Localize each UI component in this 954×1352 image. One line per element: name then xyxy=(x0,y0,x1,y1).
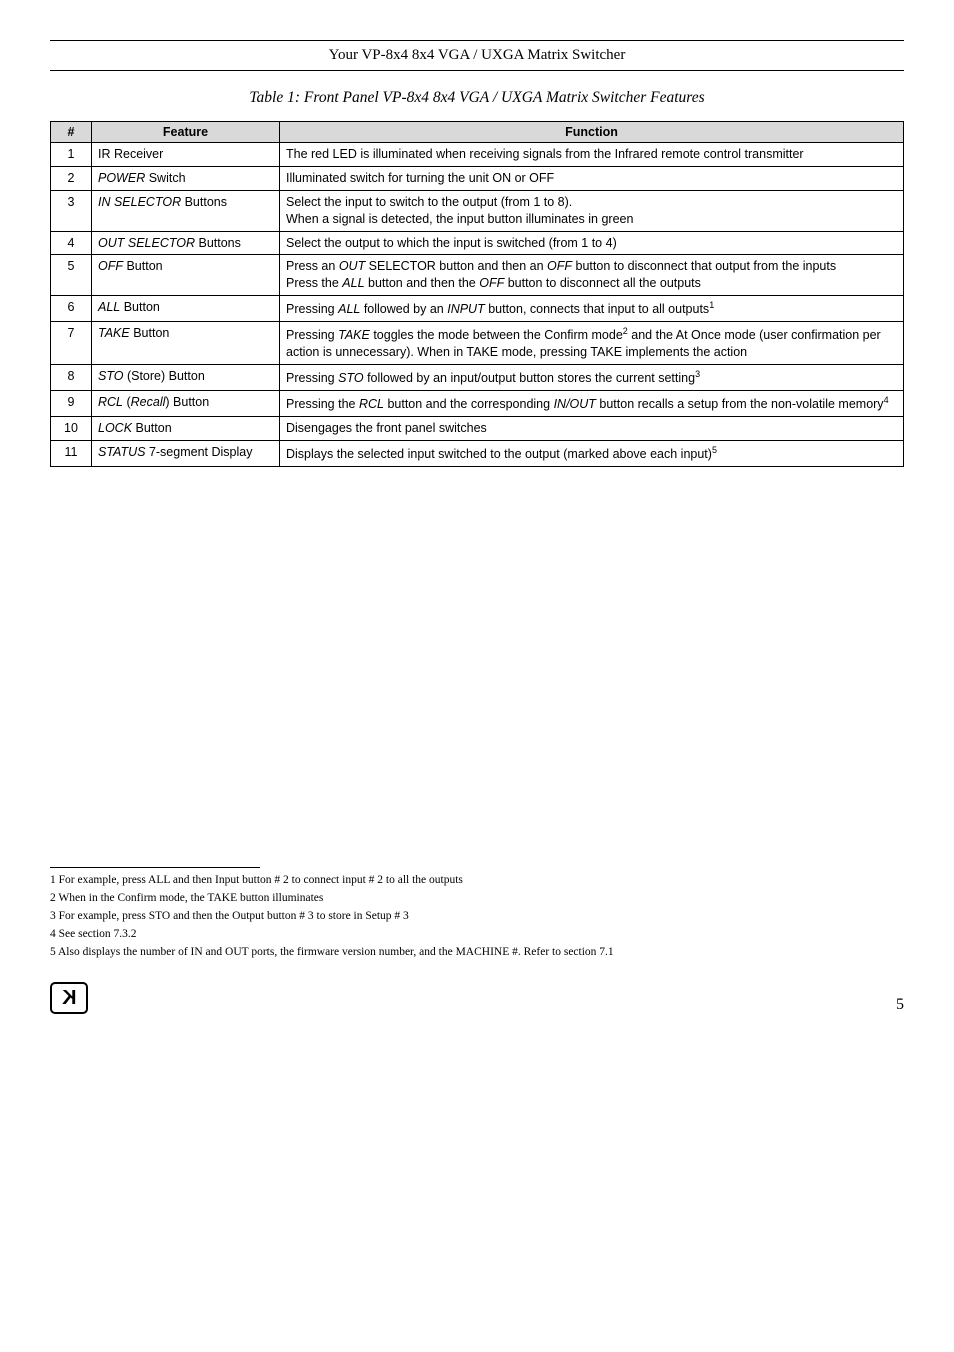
col-header-num: # xyxy=(51,122,92,143)
row-function: Select the input to switch to the output… xyxy=(280,190,904,231)
row-num: 10 xyxy=(51,417,92,441)
table-row: 9RCL (Recall) ButtonPressing the RCL but… xyxy=(51,391,904,417)
row-function: Illuminated switch for turning the unit … xyxy=(280,166,904,190)
row-function: Pressing STO followed by an input/output… xyxy=(280,365,904,391)
row-num: 9 xyxy=(51,391,92,417)
row-function: The red LED is illuminated when receivin… xyxy=(280,143,904,167)
row-feature: STATUS 7-segment Display xyxy=(92,441,280,467)
table-row: 7TAKE ButtonPressing TAKE toggles the mo… xyxy=(51,322,904,365)
row-feature: POWER Switch xyxy=(92,166,280,190)
page-number: 5 xyxy=(896,996,904,1014)
page-header: Your VP-8x4 8x4 VGA / UXGA Matrix Switch… xyxy=(50,43,904,68)
row-num: 1 xyxy=(51,143,92,167)
table-row: 4OUT SELECTOR ButtonsSelect the output t… xyxy=(51,231,904,255)
table-row: 5OFF ButtonPress an OUT SELECTOR button … xyxy=(51,255,904,296)
footnote: 1 For example, press ALL and then Input … xyxy=(50,874,904,886)
row-function: Press an OUT SELECTOR button and then an… xyxy=(280,255,904,296)
footnote: 3 For example, press STO and then the Ou… xyxy=(50,910,904,922)
row-feature: IR Receiver xyxy=(92,143,280,167)
table-row: 3IN SELECTOR ButtonsSelect the input to … xyxy=(51,190,904,231)
row-feature: TAKE Button xyxy=(92,322,280,365)
row-feature: STO (Store) Button xyxy=(92,365,280,391)
row-num: 7 xyxy=(51,322,92,365)
row-feature: RCL (Recall) Button xyxy=(92,391,280,417)
col-header-function: Function xyxy=(280,122,904,143)
table-row: 8STO (Store) ButtonPressing STO followed… xyxy=(51,365,904,391)
row-function: Pressing the RCL button and the correspo… xyxy=(280,391,904,417)
row-function: Displays the selected input switched to … xyxy=(280,441,904,467)
table-row: 11STATUS 7-segment DisplayDisplays the s… xyxy=(51,441,904,467)
footnote-rule xyxy=(50,867,260,868)
footnote: 4 See section 7.3.2 xyxy=(50,928,904,940)
row-num: 8 xyxy=(51,365,92,391)
row-num: 2 xyxy=(51,166,92,190)
row-function: Select the output to which the input is … xyxy=(280,231,904,255)
row-num: 6 xyxy=(51,296,92,322)
features-table: # Feature Function 1IR ReceiverThe red L… xyxy=(50,121,904,467)
row-num: 5 xyxy=(51,255,92,296)
table-row: 6ALL ButtonPressing ALL followed by an I… xyxy=(51,296,904,322)
row-function: Disengages the front panel switches xyxy=(280,417,904,441)
row-feature: OUT SELECTOR Buttons xyxy=(92,231,280,255)
row-num: 3 xyxy=(51,190,92,231)
row-num: 4 xyxy=(51,231,92,255)
footnote: 2 When in the Confirm mode, the TAKE but… xyxy=(50,892,904,904)
row-function: Pressing ALL followed by an INPUT button… xyxy=(280,296,904,322)
table-row: 10LOCK ButtonDisengages the front panel … xyxy=(51,417,904,441)
row-feature: OFF Button xyxy=(92,255,280,296)
footnote: 5 Also displays the number of IN and OUT… xyxy=(50,946,904,958)
row-function: Pressing TAKE toggles the mode between t… xyxy=(280,322,904,365)
row-num: 11 xyxy=(51,441,92,467)
table-title: Table 1: Front Panel VP-8x4 8x4 VGA / UX… xyxy=(50,89,904,107)
row-feature: LOCK Button xyxy=(92,417,280,441)
table-row: 2POWER SwitchIlluminated switch for turn… xyxy=(51,166,904,190)
table-row: 1IR ReceiverThe red LED is illuminated w… xyxy=(51,143,904,167)
row-feature: ALL Button xyxy=(92,296,280,322)
col-header-feature: Feature xyxy=(92,122,280,143)
kramer-logo: K xyxy=(50,982,88,1014)
row-feature: IN SELECTOR Buttons xyxy=(92,190,280,231)
